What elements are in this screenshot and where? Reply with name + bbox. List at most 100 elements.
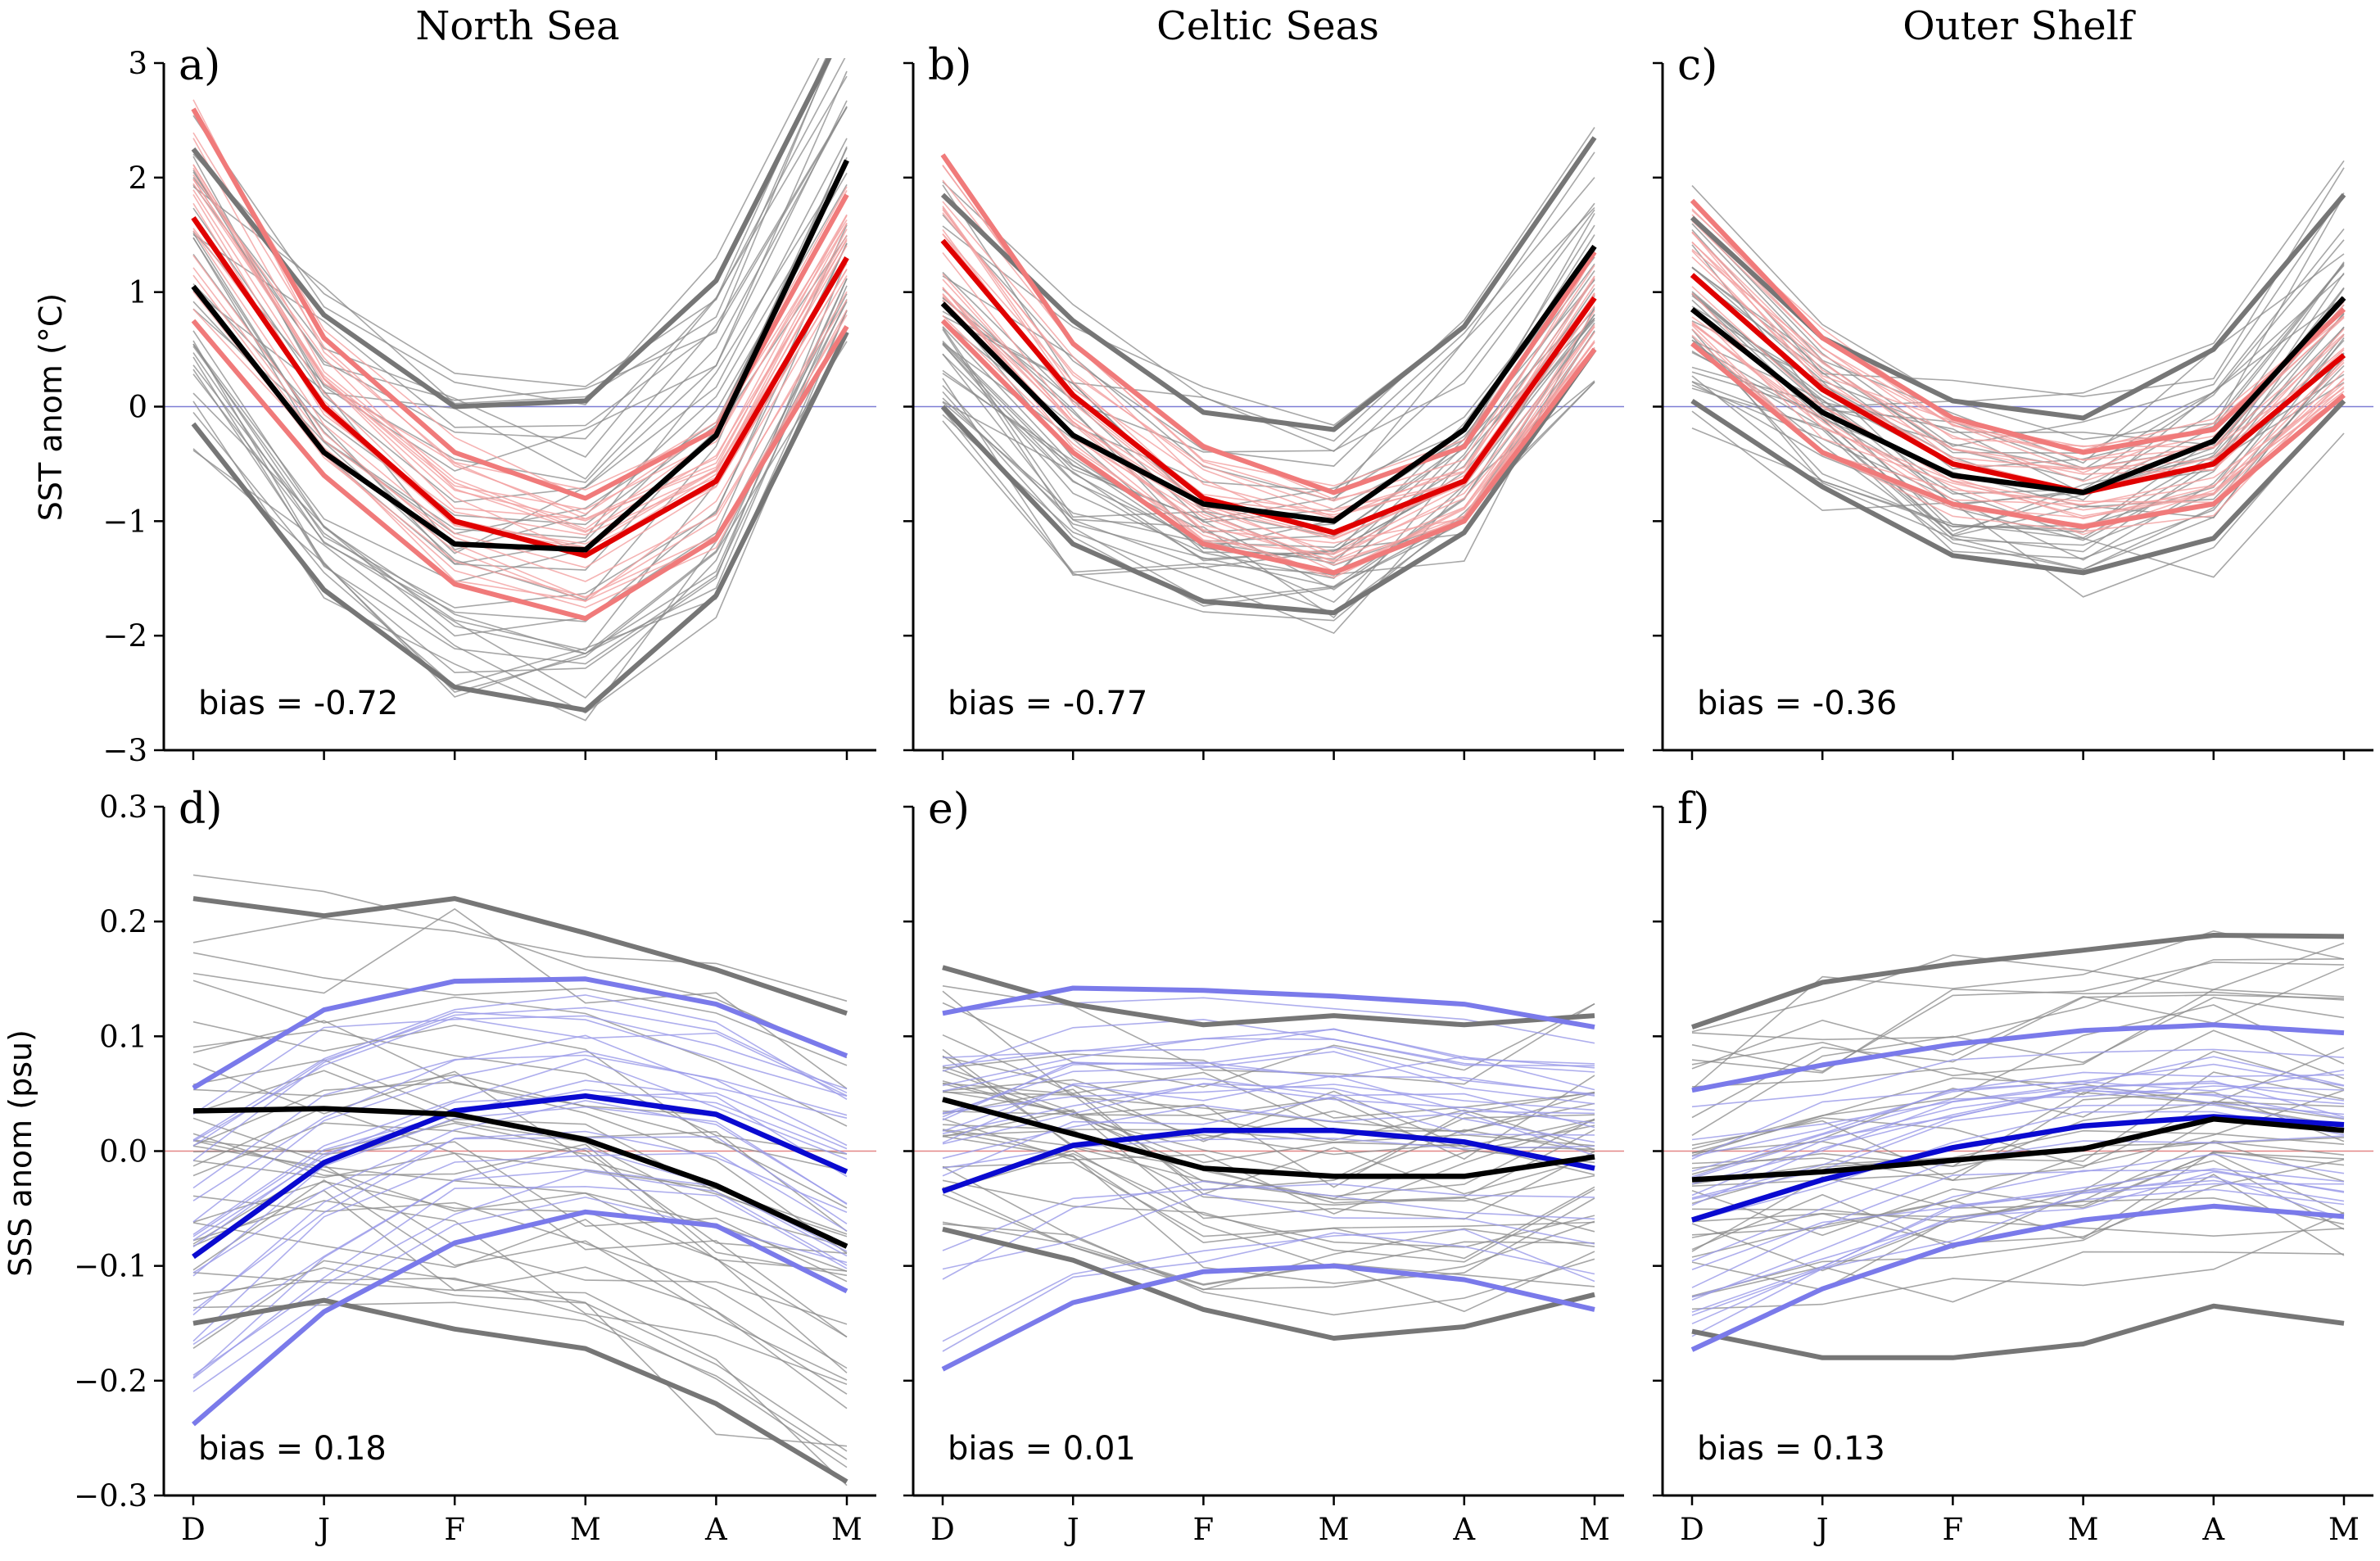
model-member-line <box>1691 292 2345 506</box>
model-member-line <box>942 1029 1595 1069</box>
model-member-line <box>1691 1071 2345 1160</box>
x-tick-label: D <box>1680 1512 1704 1547</box>
obs-member-line <box>192 1081 848 1254</box>
model-member-line <box>1691 1085 2345 1178</box>
model-member-line <box>1691 1170 2345 1301</box>
obs-member-line <box>192 1029 848 1155</box>
observed-envelope-lower-line <box>191 331 849 713</box>
obs-member-line <box>1691 1152 2345 1237</box>
obs-member-line <box>192 259 848 674</box>
panel-b-celtic-seas-sst: b) bias = -0.77 <box>903 41 1624 760</box>
model-spread-upper-line <box>192 976 848 1090</box>
obs-member-line <box>192 874 848 1059</box>
obs-member-line <box>1691 1197 2345 1291</box>
obs-member-line <box>942 1034 1595 1132</box>
obs-member-line <box>192 58 846 387</box>
model-member-line <box>1691 231 2345 470</box>
model-member-line <box>942 1104 1595 1160</box>
obs-member-line <box>942 177 1595 453</box>
model-spread-upper-line <box>1691 1022 2345 1093</box>
model-spread-lower-line <box>941 1263 1595 1372</box>
sss-y-axis-label: SSS anom (psu) <box>2 1029 38 1277</box>
model-member-line <box>192 1015 848 1115</box>
model-spread-upper-line <box>940 153 1597 495</box>
y-tick-label: 1 <box>128 275 147 310</box>
obs-member-line <box>192 183 848 565</box>
model-member-line <box>192 1058 848 1236</box>
obs-member-line <box>192 235 848 583</box>
obs-member-line <box>1691 351 2345 508</box>
obs-member-line <box>942 1221 1595 1287</box>
model-mean-line <box>191 215 849 559</box>
model-member-line <box>942 201 1595 519</box>
obs-member-line <box>192 907 848 1089</box>
model-mean-line <box>941 1128 1595 1194</box>
obs-member-line <box>192 1260 848 1447</box>
model-member-line <box>192 1152 848 1342</box>
obs-member-line <box>942 209 1595 453</box>
model-member-line <box>192 308 848 602</box>
x-tick-label: J <box>1064 1512 1079 1547</box>
model-member-line <box>192 132 848 515</box>
panel-f-outer-shelf-sss: D J F M A Mf) bias = 0.13 <box>1653 785 2373 1547</box>
obs-member-line <box>192 917 848 1002</box>
bias-annotation: bias = -0.77 <box>948 685 1147 722</box>
obs-member-line <box>192 58 820 405</box>
model-member-line <box>192 174 848 533</box>
obs-member-line <box>1691 1092 2345 1167</box>
model-member-line <box>942 1083 1595 1134</box>
y-tick-label: 0.3 <box>99 790 147 825</box>
bias-annotation: bias = 0.18 <box>198 1430 387 1468</box>
observed-envelope-lower-line <box>942 1226 1595 1341</box>
model-member-line <box>192 1099 848 1274</box>
model-member-line <box>192 267 848 582</box>
obs-member-line <box>192 1267 848 1452</box>
obs-member-line <box>942 990 1595 1133</box>
model-member-line <box>192 1007 848 1147</box>
obs-member-line <box>1691 966 2345 1070</box>
panel-label: e) <box>928 785 970 834</box>
x-tick-label: M <box>1319 1512 1350 1547</box>
observed-envelope-upper-line <box>192 896 848 1016</box>
observed-envelope-upper-line <box>191 58 832 409</box>
panel-label: b) <box>928 41 972 90</box>
model-member-line <box>1691 1179 2345 1313</box>
obs-member-line <box>192 1195 848 1369</box>
model-member-line <box>1691 309 2345 511</box>
obs-member-line <box>1691 228 2345 471</box>
model-member-line <box>192 1136 848 1316</box>
column-title-celtic-seas: Celtic Seas <box>1156 3 1379 49</box>
model-spread-upper-line <box>1690 198 2346 455</box>
obs-member-line <box>942 299 1595 579</box>
model-member-line <box>1691 1090 2345 1197</box>
model-member-line <box>192 138 848 530</box>
model-member-line <box>942 1228 1595 1342</box>
observed-envelope-lower-line <box>1691 1303 2345 1360</box>
y-tick-label: 0.1 <box>99 1019 147 1054</box>
obs-member-line <box>1691 1219 2345 1272</box>
model-member-line <box>192 994 848 1141</box>
model-member-line <box>192 1170 848 1376</box>
model-member-line <box>942 1183 1595 1251</box>
model-spread-lower-line <box>940 319 1597 576</box>
x-tick-label: D <box>930 1512 955 1547</box>
observed-envelope-lower-line <box>940 347 1597 616</box>
obs-member-line <box>942 1179 1595 1263</box>
y-tick-label: 0.2 <box>99 904 147 939</box>
model-member-line <box>192 179 848 532</box>
model-spread-upper-line <box>942 985 1595 1030</box>
obs-member-line <box>192 1179 848 1381</box>
x-tick-label: M <box>831 1512 862 1547</box>
obs-member-line <box>942 1165 1595 1291</box>
obs-member-line <box>942 1223 1595 1316</box>
model-member-line <box>1691 1063 2345 1157</box>
obs-member-line <box>942 1056 1595 1148</box>
x-tick-label: M <box>1579 1512 1610 1547</box>
obs-member-line <box>1691 1004 2345 1150</box>
model-member-line <box>942 1061 1595 1121</box>
obs-member-line <box>1691 989 2345 1077</box>
panel-label: d) <box>179 785 223 834</box>
obs-member-line <box>942 202 1595 492</box>
obs-member-line <box>1691 267 2345 455</box>
obs-member-line <box>1691 1129 2345 1185</box>
